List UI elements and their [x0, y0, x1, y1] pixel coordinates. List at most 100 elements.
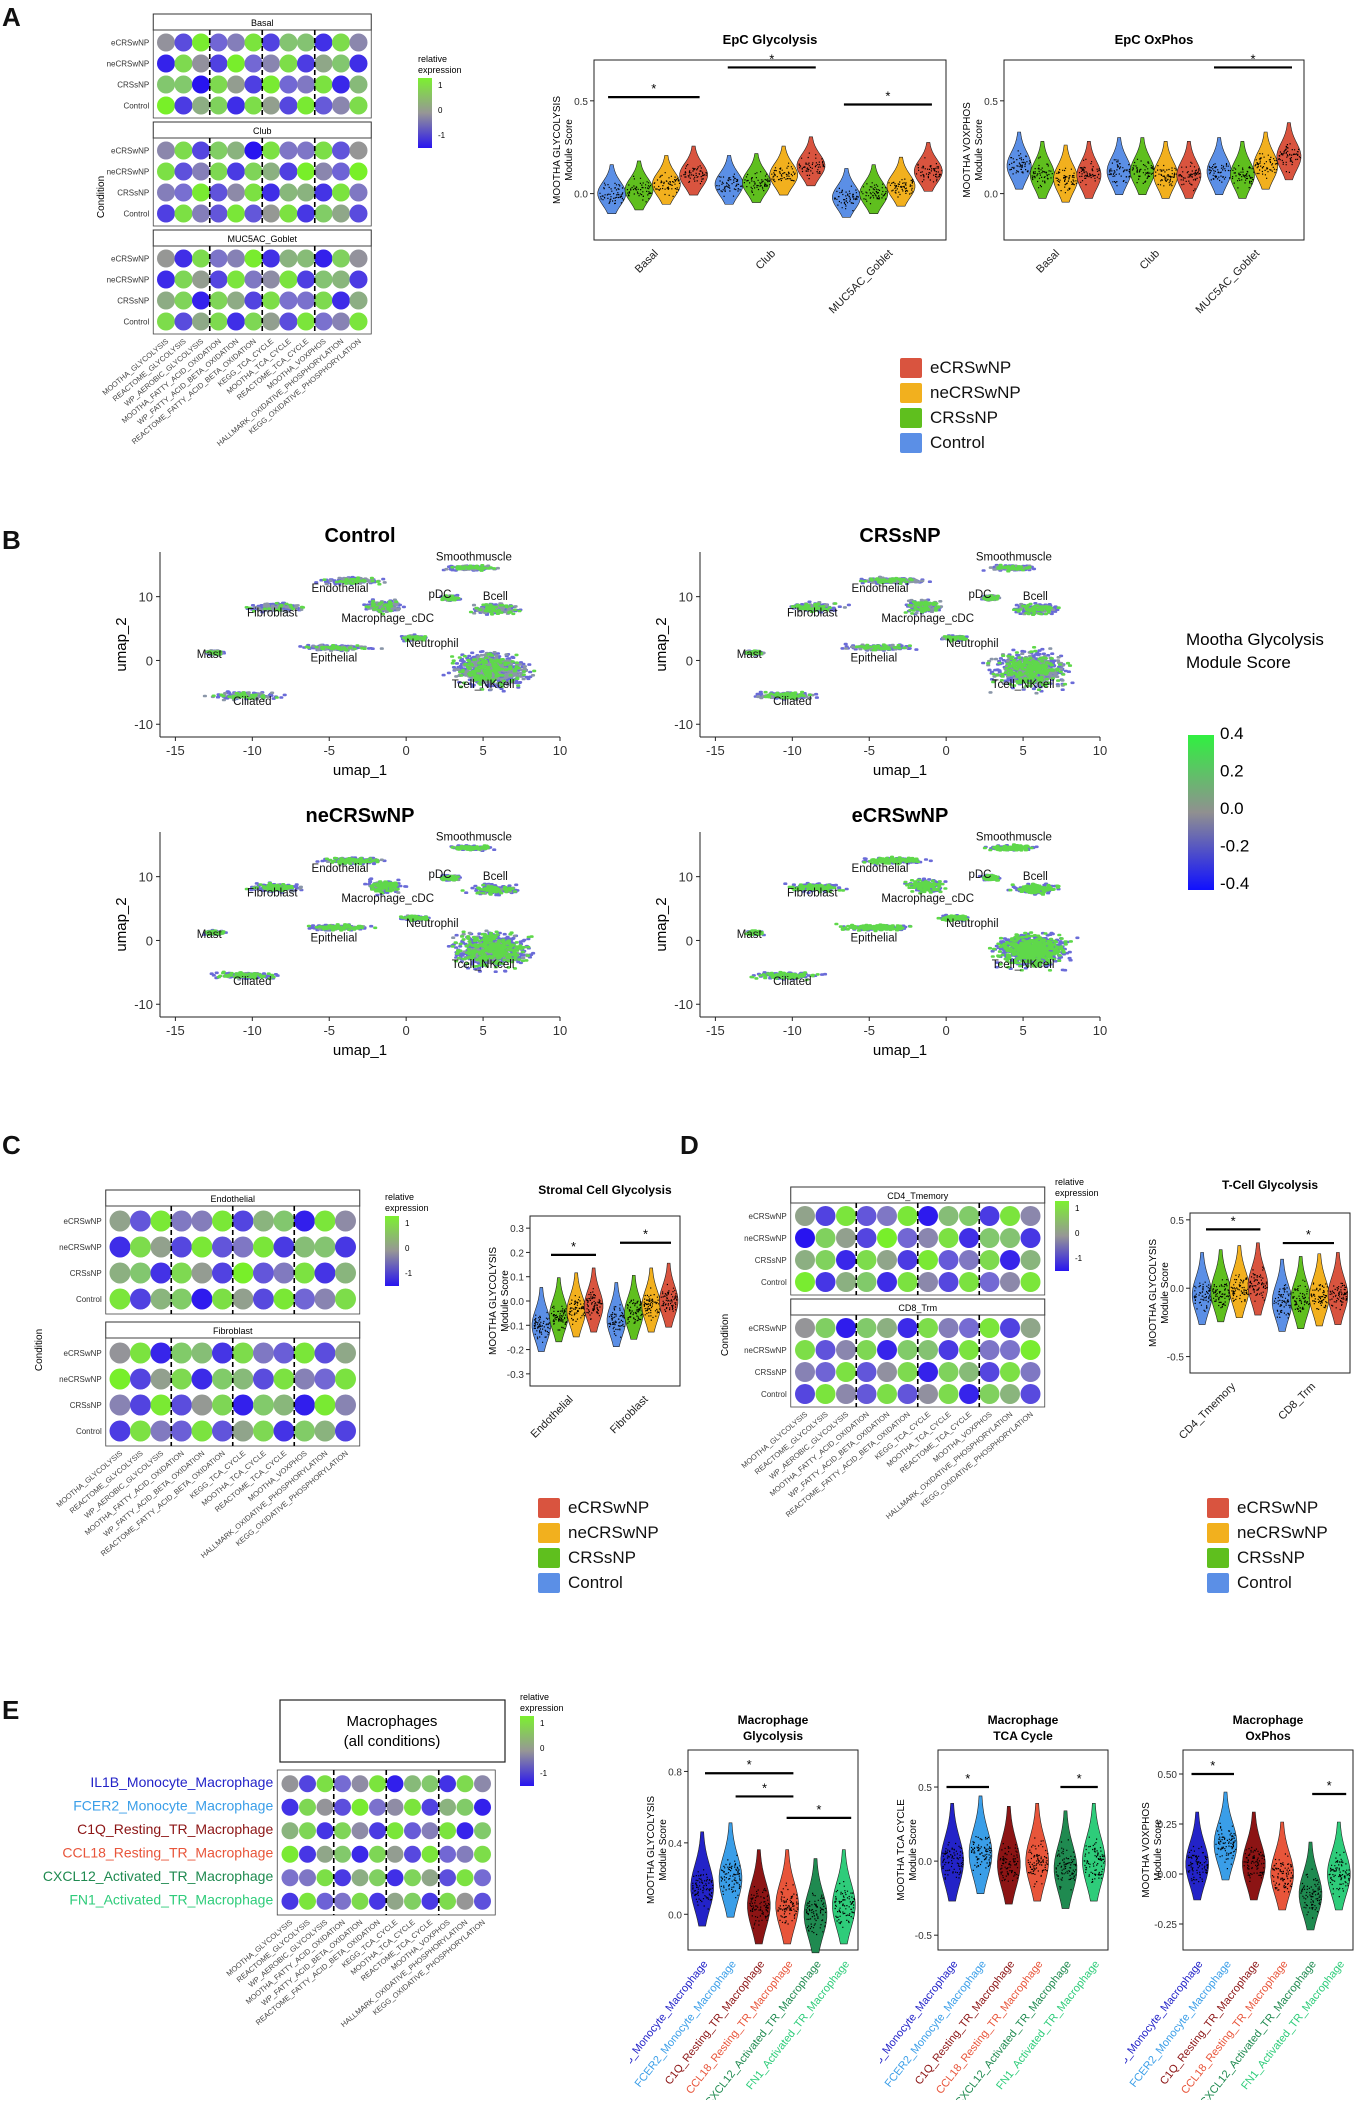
cluster-label: Neutrophil	[406, 638, 458, 650]
y-tick-label: 0.0	[668, 1910, 682, 1921]
x-tick-label: Club	[754, 248, 778, 272]
dot	[157, 96, 175, 115]
dot	[244, 183, 263, 202]
x-tick-label: 5	[1019, 743, 1026, 758]
dot	[334, 1845, 351, 1863]
jitter-points	[915, 157, 943, 183]
dot	[232, 1342, 254, 1364]
dot	[314, 1394, 336, 1416]
x-tick-label: IL1B_Monocyte_Macrophage	[630, 1958, 711, 2079]
cluster-label: Fibroblast	[787, 607, 838, 619]
dot	[1020, 1228, 1041, 1248]
dot	[253, 1262, 274, 1284]
dot	[918, 1272, 938, 1292]
dot	[232, 1394, 254, 1416]
x-tick-label: IL1B_Monocyte_Macrophage	[1125, 1958, 1206, 2079]
cluster-label: Macrophage_cDC	[341, 893, 434, 905]
dot	[1000, 1384, 1020, 1404]
dot	[227, 312, 245, 331]
dot	[795, 1228, 815, 1248]
umap-points	[749, 970, 820, 982]
dot	[174, 204, 193, 223]
dot	[273, 1342, 295, 1364]
condition-label: neCRSwNP	[107, 60, 150, 69]
violin	[1076, 140, 1102, 199]
dot	[979, 1384, 1000, 1404]
umap-points	[304, 644, 367, 652]
dot	[227, 75, 245, 94]
panel-c-legend: eCRSwNP neCRSwNP CRSsNP Control	[538, 1495, 659, 1595]
y-tick-label: 0.5	[984, 97, 998, 108]
cluster-label: Mast	[197, 929, 223, 941]
dot	[456, 1869, 474, 1887]
dot	[192, 270, 210, 289]
y-tick-label: 0	[146, 933, 153, 948]
chart-title: Macrophage	[1233, 1713, 1304, 1727]
dot	[273, 1420, 295, 1442]
dot	[273, 1210, 295, 1232]
dot	[191, 1394, 213, 1416]
condition-label: Control	[761, 1390, 787, 1399]
y-axis-label: umap_2	[653, 897, 670, 951]
dot	[174, 33, 193, 52]
jitter-points	[970, 1836, 992, 1875]
legend-item: neCRSwNP	[1207, 1520, 1328, 1545]
violin	[1185, 1811, 1209, 1901]
dot	[439, 1775, 456, 1793]
umap-points	[854, 643, 912, 652]
dot	[297, 54, 315, 73]
dot	[897, 1384, 918, 1404]
dot	[150, 1368, 172, 1390]
violin	[913, 142, 943, 192]
y-tick-label: -0.2	[507, 1346, 525, 1357]
legend-colorbar	[520, 1716, 534, 1786]
dot	[209, 162, 228, 181]
dot	[369, 1775, 386, 1793]
jitter-points	[743, 171, 771, 196]
dot	[294, 1394, 315, 1416]
y-tick-label: 0.4	[668, 1839, 682, 1850]
dot	[351, 1822, 369, 1840]
dot	[299, 1845, 316, 1863]
dot	[209, 141, 228, 160]
dot	[332, 75, 350, 94]
dot	[273, 1368, 295, 1390]
dot	[192, 249, 210, 268]
dot	[157, 183, 175, 202]
cluster-label: Tcell_NKcell	[452, 959, 515, 971]
y-axis-label: MOOTHA GLYCOLYSIS	[646, 1796, 657, 1904]
condition-axis-label: Condition	[720, 1314, 731, 1356]
jitter-points	[626, 1299, 643, 1324]
x-tick-label: Basal	[1034, 248, 1062, 276]
jitter-points	[653, 172, 681, 197]
dot	[297, 141, 315, 160]
dot	[404, 1822, 421, 1840]
dot	[439, 1869, 456, 1887]
dot	[279, 33, 298, 52]
dot	[349, 291, 368, 310]
jitter-points	[1055, 167, 1077, 194]
dot	[171, 1368, 192, 1390]
condition-label: Control	[123, 102, 149, 111]
dot	[795, 1362, 815, 1382]
x-tick-label: CD8_Trm	[1276, 1381, 1318, 1423]
dot	[877, 1250, 897, 1270]
dot	[244, 54, 263, 73]
dot	[174, 312, 193, 331]
dot	[279, 96, 298, 115]
jitter-points	[599, 182, 624, 205]
dot	[191, 1210, 213, 1232]
significance-star: *	[1250, 51, 1255, 66]
cluster-label: Neutrophil	[946, 638, 998, 650]
y-axis-label: umap_2	[113, 617, 130, 671]
significance-star: *	[571, 1239, 576, 1254]
dot	[209, 96, 228, 115]
cluster-label: Ciliated	[233, 976, 271, 988]
dot	[836, 1272, 856, 1292]
dot	[349, 270, 368, 289]
panel-d-dotplot: CD4_Tmemory eCRSwNP neCRSwNP CRSsNP Control C…	[720, 1177, 1099, 1521]
jitter-points	[771, 162, 796, 183]
dot	[332, 33, 350, 52]
jitter-points	[1231, 165, 1255, 189]
dot	[349, 54, 368, 73]
